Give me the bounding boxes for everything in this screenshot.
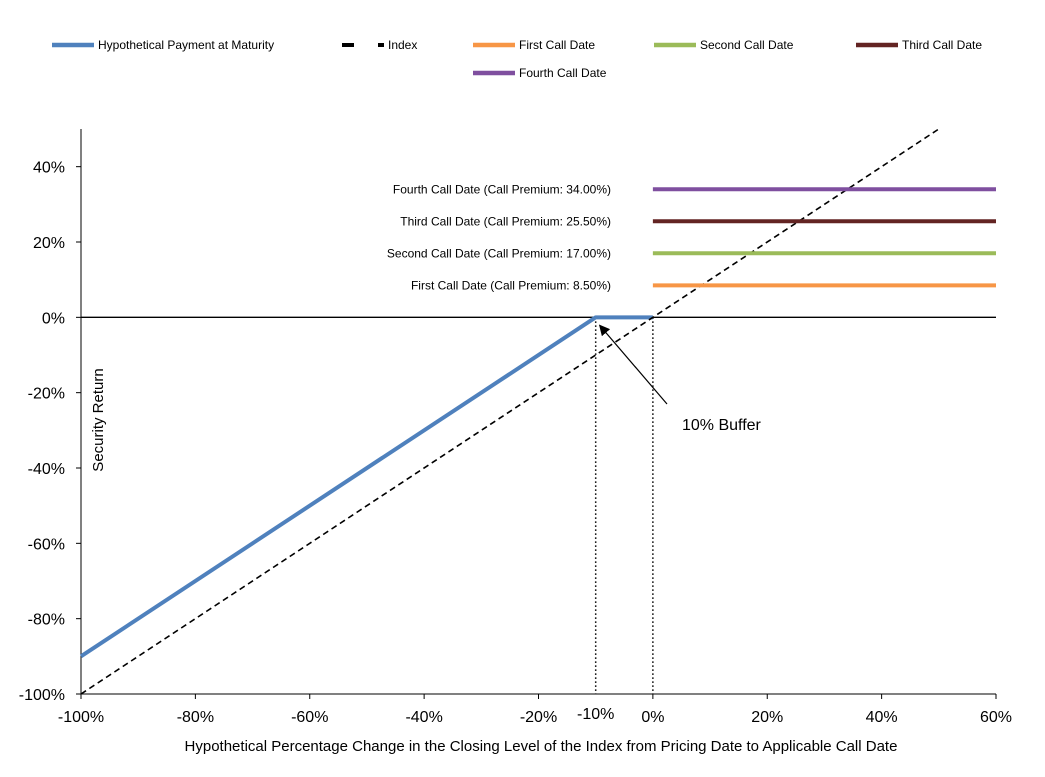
series-line — [79, 315, 653, 659]
legend-label: Third Call Date — [902, 38, 982, 52]
x-axis-title: Hypothetical Percentage Change in the Cl… — [185, 738, 898, 755]
y-tick-label: -60% — [28, 536, 65, 553]
x-tick-label: 0% — [641, 709, 664, 726]
x-tick-label: -20% — [520, 709, 557, 726]
series-label: Third Call Date (Call Premium: 25.50%) — [400, 214, 611, 228]
legend-label: Second Call Date — [700, 38, 794, 52]
legend-label: Hypothetical Payment at Maturity — [98, 38, 274, 52]
legend: Hypothetical Payment at Maturity Index Fir… — [52, 38, 982, 80]
y-tick-label: -100% — [19, 687, 65, 704]
x-tick-label: -100% — [58, 709, 104, 726]
y-tick-label: -80% — [28, 612, 65, 629]
x-tick-label: 40% — [866, 709, 898, 726]
series-label: Second Call Date (Call Premium: 17.00%) — [387, 246, 611, 260]
series-label: First Call Date (Call Premium: 8.50%) — [411, 278, 611, 292]
y-axis-title: Security Return — [90, 368, 107, 471]
x-tick-label: 60% — [980, 709, 1012, 726]
x-tick-label-extra: -10% — [577, 706, 614, 723]
x-tick-label: -40% — [405, 709, 442, 726]
plot-area: 10% Buffer — [79, 128, 996, 695]
annotation-arrow — [598, 324, 668, 405]
legend-label: Index — [388, 38, 417, 52]
axis-ticks: -100% -80% -60% -40% -20% 0% 20% 40% -100% -80% -6… — [19, 160, 1012, 726]
legend-label: Fourth Call Date — [519, 66, 607, 80]
x-tick-label: 20% — [751, 709, 783, 726]
series-label: Fourth Call Date (Call Premium: 34.00%) — [393, 182, 611, 196]
legend-label: First Call Date — [519, 38, 595, 52]
y-tick-label: 20% — [33, 235, 65, 252]
series-labels: Fourth Call Date (Call Premium: 34.00%) T… — [387, 182, 611, 292]
y-tick-label: -40% — [28, 461, 65, 478]
x-tick-label: -60% — [291, 709, 328, 726]
annotation-text: 10% Buffer — [682, 417, 762, 434]
y-tick-label: 40% — [33, 160, 65, 177]
y-tick-label: -20% — [28, 386, 65, 403]
y-tick-label: 0% — [42, 310, 65, 327]
x-tick-label: -80% — [177, 709, 214, 726]
